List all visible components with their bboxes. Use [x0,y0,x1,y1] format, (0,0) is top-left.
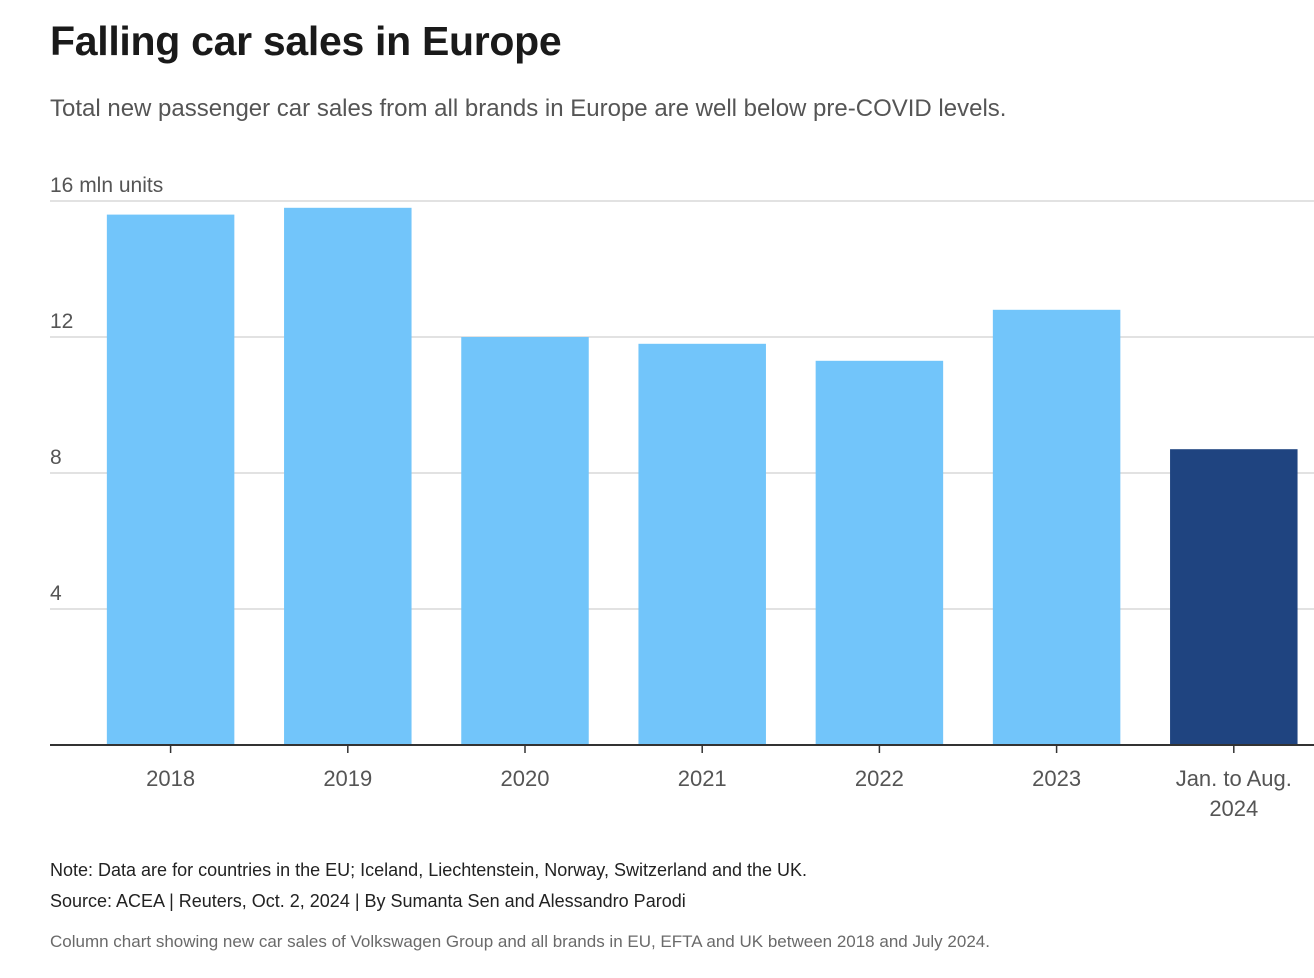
x-tick-label: 2021 [678,766,727,791]
x-tick-label: 2020 [501,766,550,791]
chart-caption: Column chart showing new car sales of Vo… [50,932,990,951]
bar [992,309,1121,745]
bar [106,214,235,746]
x-tick-label: Jan. to Aug. 2024 [1176,766,1292,821]
chart-note: Note: Data are for countries in the EU; … [50,860,808,880]
y-tick-label: 8 [50,446,62,469]
x-tick-label: 2023 [1032,766,1081,791]
y-tick-label: 16 mln units [50,174,163,197]
x-tick-label: 2022 [855,766,904,791]
x-tick-label: 2019 [323,766,372,791]
chart-source: Source: ACEA | Reuters, Oct. 2, 2024 | B… [50,891,686,911]
bar [1170,449,1298,745]
x-tick-label: 2018 [146,766,195,791]
y-tick-label: 12 [50,310,73,333]
chart-subtitle: Total new passenger car sales from all b… [50,95,1007,122]
y-tick-label: 4 [50,582,62,605]
bar [284,207,412,746]
bar [461,337,589,745]
bar-chart: 4 8 12 16 mln units 2018 2019 2020 2021 2022 2023… [50,174,1314,821]
bar [638,343,766,745]
chart-title: Falling car sales in Europe [50,18,562,64]
bar [815,360,944,745]
